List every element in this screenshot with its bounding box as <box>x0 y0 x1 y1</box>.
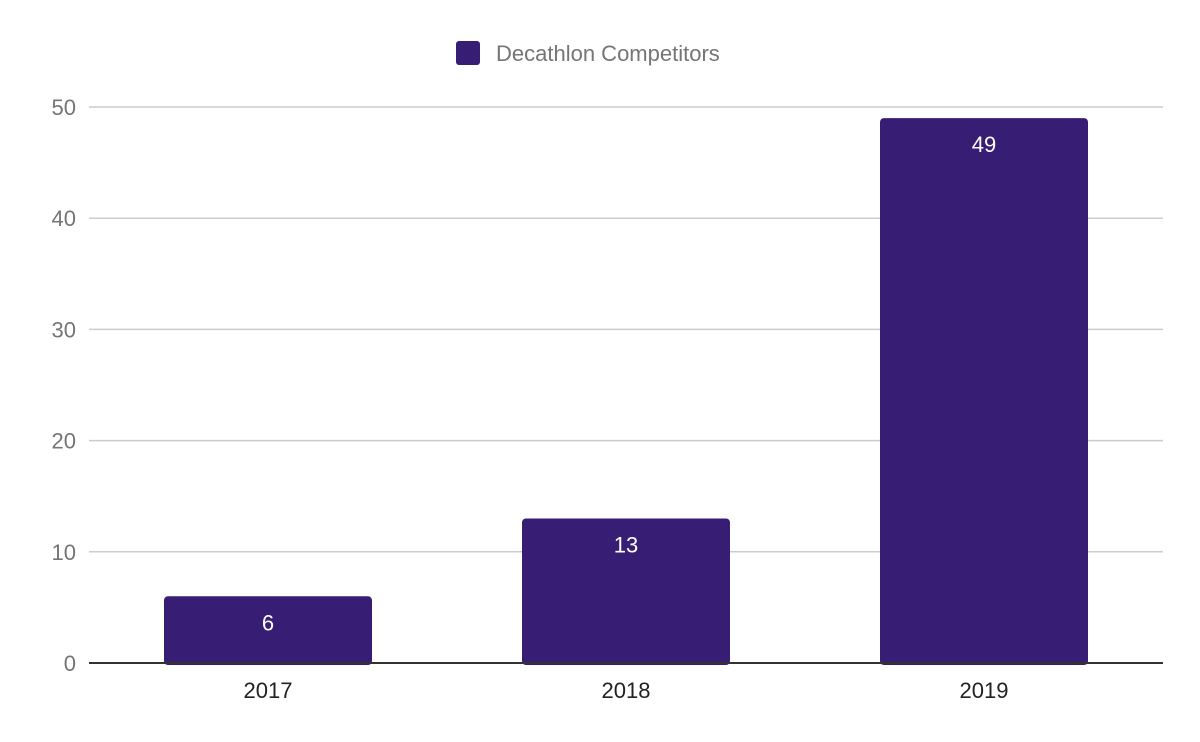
x-axis: 2017 2018 2019 <box>89 662 1163 703</box>
y-tick-label-0: 0 <box>64 651 76 676</box>
y-tick-label-10: 10 <box>52 540 76 565</box>
legend-swatch-decathlon-competitors <box>456 41 480 65</box>
bar-2017 <box>164 596 372 665</box>
legend: Decathlon Competitors <box>456 41 720 66</box>
data-label-2019: 49 <box>972 132 996 157</box>
data-label-2017: 6 <box>262 610 274 635</box>
x-tick-label-2017: 2017 <box>244 678 293 703</box>
x-tick-label-2018: 2018 <box>602 678 651 703</box>
bar-2018 <box>522 518 730 665</box>
bars: 6 13 49 <box>164 118 1088 666</box>
y-axis: 0 10 20 30 40 50 <box>52 95 76 676</box>
x-tick-label-2019: 2019 <box>960 678 1009 703</box>
legend-label-decathlon-competitors: Decathlon Competitors <box>496 41 720 66</box>
y-tick-label-20: 20 <box>52 429 76 454</box>
y-tick-label-40: 40 <box>52 206 76 231</box>
y-tick-label-50: 50 <box>52 95 76 120</box>
bar-2019 <box>880 118 1088 666</box>
y-tick-label-30: 30 <box>52 317 76 342</box>
data-label-2018: 13 <box>614 532 638 557</box>
